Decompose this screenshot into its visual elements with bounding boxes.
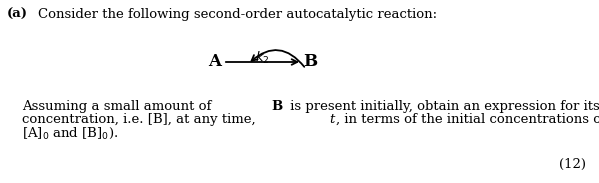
Text: B: B — [272, 100, 283, 113]
Text: [A]$_0$ and [B]$_0$).: [A]$_0$ and [B]$_0$). — [22, 126, 118, 141]
Text: Assuming a small amount of: Assuming a small amount of — [22, 100, 216, 113]
Text: A: A — [208, 53, 222, 70]
Text: $k_2$: $k_2$ — [255, 50, 270, 66]
Text: Consider the following second-order autocatalytic reaction:: Consider the following second-order auto… — [38, 8, 437, 21]
Text: , in terms of the initial concentrations of: , in terms of the initial concentrations… — [336, 113, 599, 126]
Text: concentration, i.e. [B], at any time,: concentration, i.e. [B], at any time, — [22, 113, 260, 126]
Text: (12): (12) — [559, 158, 586, 171]
Text: B: B — [303, 53, 317, 70]
Text: is present initially, obtain an expression for its: is present initially, obtain an expressi… — [286, 100, 599, 113]
Text: t: t — [329, 113, 334, 126]
Text: (a): (a) — [7, 8, 28, 21]
